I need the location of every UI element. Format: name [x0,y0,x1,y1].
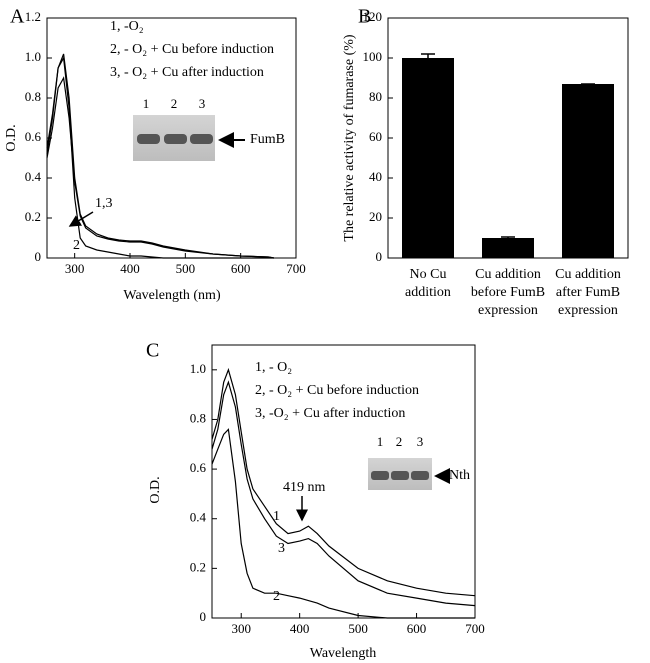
annotation: 419 nm [283,480,326,495]
legend-entry: 2, - O₂ + Cu before induction [110,42,274,57]
x-tick-label: 700 [465,621,485,636]
y-axis-label: O.D. [148,476,163,503]
gel-lane-label: 1 [377,434,384,449]
legend-entry: 1, - O₂ [255,360,292,375]
x-tick-label: 400 [290,621,310,636]
y-tick-label: 0 [200,609,207,624]
x-tick-label: 700 [286,261,306,276]
y-tick-label: 1.2 [25,9,41,24]
y-tick-label: 0.6 [25,129,42,144]
plot-frame [211,344,476,619]
y-tick-label: 0.4 [25,169,42,184]
line [211,367,476,597]
gel-band [371,471,389,480]
y-tick-label: 0.2 [190,559,206,574]
gel-band [391,471,409,480]
gel-band [411,471,429,480]
gel-lane-label: 3 [417,434,424,449]
x-axis-label: Wavelength (nm) [123,288,221,303]
legend-entry: 3, -O₂ + Cu after induction [255,406,405,421]
x-tick-label: 500 [348,621,368,636]
gel-lane-label: 2 [396,434,403,449]
line [46,56,274,259]
x-tick-label: Cu addition before FumB expression [471,267,545,318]
y-axis-label: O.D. [4,124,19,151]
panel-letter: B [358,6,371,28]
y-tick-label: 60 [369,129,382,144]
x-tick-label: 600 [407,621,427,636]
panel-letter: C [146,340,159,362]
gel-label: FumB [250,132,285,147]
annotation: 3 [278,541,285,556]
bar [482,238,534,258]
x-tick-label: 300 [65,261,85,276]
y-axis-label: The relative activity of fumarase (%) [342,34,357,242]
gel-lane-label: 3 [199,96,206,111]
y-tick-label: 20 [369,209,382,224]
y-tick-label: 0.8 [25,89,41,104]
y-tick-label: 1.0 [25,49,41,64]
y-tick-label: 0.6 [190,460,207,475]
y-tick-label: 0.2 [25,209,41,224]
gel-band [164,134,187,144]
y-tick-label: 100 [363,49,383,64]
legend-entry: 1, -O₂ [110,19,144,34]
y-tick-label: 0.4 [190,510,207,525]
x-tick-label: Cu addition after FumB expression [555,267,621,318]
x-axis-label: Wavelength [310,646,377,661]
y-tick-label: 0 [35,249,42,264]
annotation: 2 [73,238,80,253]
line [46,76,275,259]
legend-entry: 3, - O₂ + Cu after induction [110,65,264,80]
y-tick-label: 80 [369,89,382,104]
line [211,428,475,619]
bar [402,58,454,258]
annotation: 1 [273,509,280,524]
y-tick-label: 40 [369,169,382,184]
x-tick-label: 600 [231,261,251,276]
x-tick-label: 400 [120,261,140,276]
x-tick-label: No Cu addition [405,267,451,300]
line [211,380,476,607]
bar [562,84,614,258]
gel-band [137,134,160,144]
gel-label: Nth [449,468,470,483]
legend-entry: 2, - O₂ + Cu before induction [255,383,419,398]
x-tick-label: 300 [231,621,251,636]
y-tick-label: 0 [376,249,383,264]
gel-lane-label: 2 [171,96,178,111]
annotation: 1,3 [95,196,113,211]
y-tick-label: 1.0 [190,361,206,376]
y-tick-label: 120 [363,9,383,24]
gel-lane-label: 1 [143,96,150,111]
gel-band [190,134,213,144]
annotation: 2 [273,589,280,604]
x-tick-label: 500 [176,261,196,276]
panel-letter: A [10,6,25,28]
y-tick-label: 0.8 [190,410,206,425]
